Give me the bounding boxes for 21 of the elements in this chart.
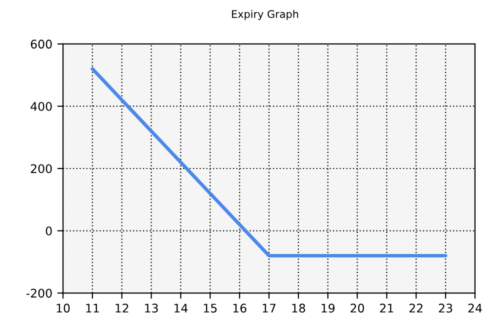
x-tick-label: 20 bbox=[350, 304, 364, 313]
x-tick-label: 24 bbox=[468, 304, 482, 312]
x-tick-label: 22 bbox=[409, 304, 422, 312]
x-tick-label: 10 bbox=[56, 304, 70, 313]
y-tick-label: 400 bbox=[30, 102, 52, 111]
x-tick-label: 18 bbox=[292, 304, 306, 313]
x-tick-label: 21 bbox=[380, 304, 394, 312]
x-tick-label: 12 bbox=[116, 304, 128, 312]
x-tick-label: 23 bbox=[438, 304, 452, 313]
y-tick-label: 200 bbox=[30, 164, 52, 174]
x-tick-label: 13 bbox=[145, 304, 158, 313]
x-tick-label: 17 bbox=[262, 304, 276, 312]
x-tick-label: 16 bbox=[233, 304, 246, 313]
y-tick-label: -200 bbox=[26, 288, 52, 298]
x-tick-label: 19 bbox=[322, 304, 335, 313]
x-tick-label: 11 bbox=[86, 304, 99, 312]
x-tick-label: 15 bbox=[204, 304, 217, 313]
y-tick-label: 0 bbox=[46, 226, 52, 236]
x-tick-label: 14 bbox=[174, 304, 188, 312]
y-tick-label: 600 bbox=[30, 40, 52, 49]
chart-title: Expiry Graph bbox=[232, 10, 298, 20]
